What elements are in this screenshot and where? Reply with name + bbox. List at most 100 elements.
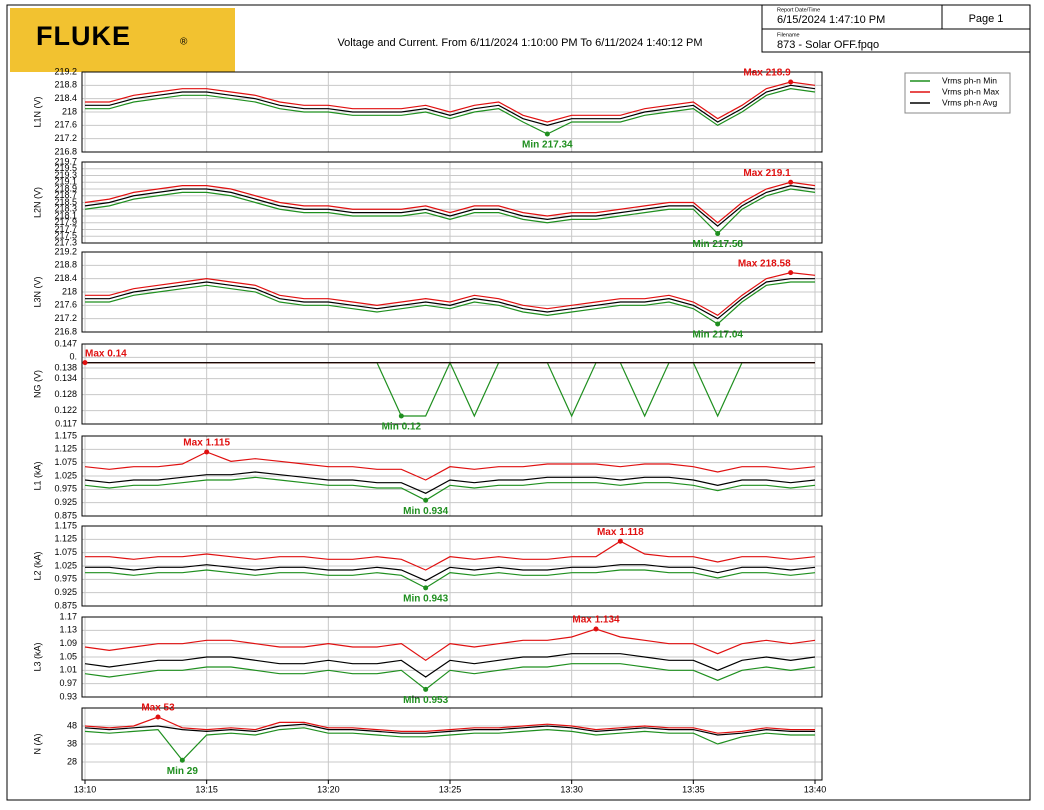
y-tick-label: 218.7 (54, 190, 77, 200)
annotation: Min 217.04 (692, 330, 743, 341)
annotation: Max 1.118 (597, 527, 644, 538)
y-tick-label: 217.2 (54, 133, 77, 143)
y-axis-label: L2N (V) (32, 187, 42, 218)
y-tick-label: 0.975 (54, 484, 77, 494)
series-line (85, 272, 816, 317)
annotation: Max 1.115 (183, 438, 230, 449)
series-line (85, 281, 815, 325)
filename: 873 - Solar OFF.fpqo (777, 39, 879, 51)
y-tick-label: 1.05 (59, 651, 77, 661)
y-tick-label: 218.5 (54, 197, 77, 207)
y-tick-label: 1.075 (54, 457, 77, 467)
annotation: Min 0.943 (403, 594, 448, 605)
y-tick-label: 1.13 (59, 625, 77, 635)
extreme-marker (179, 757, 185, 763)
extreme-marker (204, 449, 210, 455)
y-tick-label: 0.925 (54, 497, 77, 507)
y-tick-label: 216.8 (54, 326, 77, 336)
y-tick-label: 217.5 (54, 231, 77, 241)
annotation: Max 219.1 (743, 168, 791, 179)
y-tick-label: 218 (62, 286, 77, 296)
extreme-marker (788, 270, 794, 276)
extreme-marker (155, 714, 161, 720)
extreme-marker (617, 538, 623, 544)
extreme-marker (788, 79, 794, 85)
annotation: Min 29 (167, 766, 199, 777)
series-line (85, 278, 815, 320)
page-border (6, 4, 1031, 801)
y-tick-label: 219.2 (54, 66, 77, 76)
extreme-marker (715, 231, 721, 237)
extreme-marker (593, 626, 599, 632)
x-tick-label: 13:20 (317, 784, 340, 794)
y-tick-label: 1.09 (59, 638, 77, 648)
plot-frame (81, 707, 823, 781)
series-line (84, 188, 816, 235)
y-axis-label: L3N (V) (32, 276, 42, 307)
annotation: Min 0.12 (382, 422, 422, 433)
x-tick-label: 13:15 (195, 784, 218, 794)
extreme-marker (423, 686, 429, 692)
y-tick-label: 0.122 (54, 405, 77, 415)
extreme-marker (544, 131, 550, 137)
series-line (85, 88, 816, 135)
y-tick-label: 0.138 (54, 362, 77, 372)
plot-area (82, 344, 822, 424)
y-tick-label: 1.025 (54, 470, 77, 480)
logo-box (10, 8, 235, 72)
page-number: Page 1 (969, 13, 1004, 25)
y-tick-label: 218.8 (54, 80, 77, 90)
plot-frame (81, 525, 823, 607)
y-tick-label: 216.8 (54, 146, 77, 156)
y-tick-label: 218.3 (54, 204, 77, 214)
y-tick-label: 219.5 (54, 163, 77, 173)
y-tick-label: 217.9 (54, 217, 77, 227)
y-axis-label: NG (V) (32, 370, 42, 398)
y-axis-label: L2 (kA) (32, 551, 42, 580)
plot-frame (81, 161, 823, 244)
logo: FLUKE (36, 21, 131, 51)
y-tick-label: 217.7 (54, 224, 77, 234)
y-tick-label: 0. (69, 352, 77, 362)
extreme-marker (423, 497, 429, 503)
annotation: Max 0.14 (85, 348, 127, 359)
series-line (85, 569, 816, 589)
series-line (84, 476, 816, 501)
plot-frame (81, 435, 823, 517)
y-tick-label: 1.125 (54, 534, 77, 544)
series-line (84, 723, 815, 736)
y-tick-label: 0.147 (54, 338, 77, 348)
series-line (84, 471, 816, 495)
extreme-marker (398, 413, 404, 419)
series-line (84, 185, 816, 227)
series-line (85, 81, 816, 123)
legend-box (904, 72, 1011, 114)
y-tick-label: 0.93 (59, 691, 77, 701)
y-tick-label: 217.3 (54, 237, 77, 247)
y-axis-label: L3 (kA) (32, 642, 42, 671)
y-tick-label: 1.175 (54, 430, 77, 440)
y-tick-label: 218.4 (54, 273, 77, 283)
y-tick-label: 217.6 (54, 300, 77, 310)
annotation: Max 218.9 (743, 68, 791, 79)
y-tick-label: 218.9 (54, 183, 77, 193)
y-tick-label: 0.134 (54, 373, 77, 383)
y-tick-label: 217.2 (54, 313, 77, 323)
x-tick-label: 13:10 (74, 784, 97, 794)
annotation: Max 1.134 (572, 615, 620, 626)
y-tick-label: 217.6 (54, 120, 77, 130)
y-tick-label: 218 (62, 106, 77, 116)
extreme-marker (82, 360, 88, 366)
y-tick-label: 0.975 (54, 574, 77, 584)
x-tick-label: 13:30 (560, 784, 583, 794)
y-tick-label: 1.175 (54, 520, 77, 530)
plot-frame (81, 251, 823, 333)
y-tick-label: 219.3 (54, 170, 77, 180)
y-tick-label: 218.1 (54, 210, 77, 220)
filename-label: Filename (777, 32, 800, 38)
logo-mark: ® (180, 37, 188, 48)
annotation: Min 0.953 (403, 695, 448, 706)
y-tick-label: 219.7 (54, 156, 77, 166)
y-tick-label: 0.925 (54, 587, 77, 597)
